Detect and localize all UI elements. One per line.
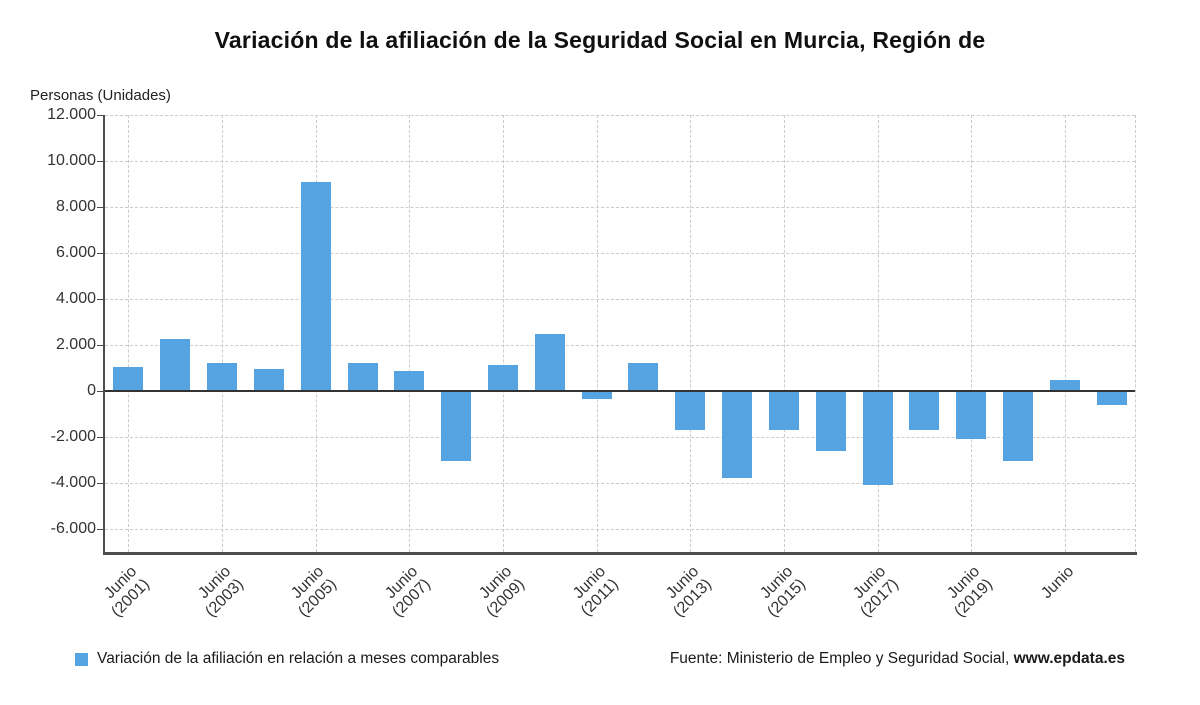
h-gridline [105, 161, 1135, 162]
v-gridline [1135, 115, 1136, 552]
y-tick-label: 10.000 [47, 152, 96, 169]
x-tick-label: Junio [1037, 563, 1077, 603]
chart-bar [487, 364, 518, 391]
chart-bar [1049, 379, 1080, 391]
v-gridline [690, 115, 692, 552]
h-gridline [105, 345, 1135, 346]
y-axis-unit-label: Personas (Unidades) [30, 87, 171, 104]
chart-bar [113, 366, 144, 391]
y-axis-line [103, 115, 105, 555]
v-gridline [971, 115, 973, 552]
v-gridline [502, 115, 504, 552]
v-gridline [409, 115, 411, 552]
chart-footer: Variación de la afiliación en relación a… [75, 650, 1125, 668]
x-axis-line [103, 552, 1137, 555]
v-gridline [222, 115, 224, 552]
y-tick-label: -4.000 [50, 474, 96, 491]
y-tick-mark [97, 253, 103, 254]
x-tick-label: Junio (2015) [756, 563, 809, 621]
legend-swatch [75, 652, 88, 666]
y-tick-label: 8.000 [55, 198, 96, 215]
zero-line [105, 390, 1135, 392]
chart-bar [207, 363, 238, 391]
y-tick-label: -2.000 [50, 428, 96, 445]
y-tick-label: 2.000 [55, 336, 96, 353]
chart-bar [1096, 391, 1127, 405]
x-tick-label: Junio (2019) [944, 563, 997, 621]
x-tick-label: Junio (2009) [475, 563, 528, 621]
y-tick-mark [97, 483, 103, 484]
chart-bar [956, 391, 987, 440]
legend-label: Variación de la afiliación en relación a… [97, 650, 500, 667]
bar-chart-plot [105, 115, 1136, 552]
h-gridline [105, 115, 1135, 116]
x-tick-label: Junio (2005) [288, 563, 341, 621]
source-note: Fuente: Ministerio de Empleo y Seguridad… [670, 650, 1125, 668]
legend: Variación de la afiliación en relación a… [75, 650, 499, 668]
chart-bar [722, 391, 753, 479]
v-gridline [1064, 115, 1066, 552]
chart-bar [160, 339, 191, 391]
chart-bar [909, 391, 940, 431]
v-gridline [128, 115, 130, 552]
chart-bar [862, 391, 893, 486]
y-tick-mark [97, 299, 103, 300]
chart-bar [675, 391, 706, 431]
h-gridline [105, 483, 1135, 484]
x-tick-label: Junio (2007) [382, 563, 435, 621]
y-tick-mark [97, 437, 103, 438]
v-gridline [596, 115, 598, 552]
y-tick-label: 4.000 [55, 290, 96, 307]
h-gridline [105, 437, 1135, 438]
chart-bar [347, 363, 378, 391]
chart-bar [441, 391, 472, 462]
source-text: Fuente: Ministerio de Empleo y Seguridad… [669, 650, 1014, 667]
y-tick-label: 12.000 [47, 106, 96, 123]
v-gridline [877, 115, 879, 552]
y-axis-labels: 12.000 10.000 8.000 6.000 4.000 2.000 0 -2.000 -… [0, 106, 96, 552]
x-tick-label: Junio (2003) [194, 563, 248, 621]
chart-bar [534, 333, 565, 391]
h-gridline [105, 299, 1135, 300]
y-tick-label: 0 [87, 382, 96, 399]
chart-bar [1002, 391, 1033, 462]
chart-title: Variación de la afiliación de la Segurid… [214, 27, 986, 53]
y-tick-mark [97, 345, 103, 346]
h-gridline [105, 207, 1135, 208]
y-tick-mark [97, 115, 103, 116]
chart-bar [300, 181, 331, 391]
h-gridline [105, 529, 1135, 530]
v-gridline [783, 115, 785, 552]
y-tick-mark [97, 161, 103, 162]
x-tick-label: Junio (2013) [663, 563, 716, 621]
x-tick-label: Junio (2011) [569, 563, 622, 620]
chart-bar [768, 391, 799, 431]
chart-bar [394, 371, 425, 391]
x-axis-labels: Junio (2001) Junio (2003) Junio (2005) Junio (2… [101, 563, 1135, 655]
h-gridline [105, 253, 1135, 254]
y-tick-mark [97, 207, 103, 208]
chart-bar [628, 363, 659, 391]
y-tick-mark [97, 391, 103, 392]
chart-bar [815, 391, 846, 451]
source-site: www.epdata.es [1013, 650, 1125, 667]
x-tick-label: Junio (2017) [850, 563, 903, 621]
chart-bar [581, 391, 612, 400]
y-tick-mark [97, 529, 103, 530]
chart-bar [253, 369, 284, 391]
x-tick-label: Junio (2001) [101, 563, 154, 621]
y-tick-label: 6.000 [55, 244, 96, 261]
y-tick-label: -6.000 [50, 520, 96, 537]
